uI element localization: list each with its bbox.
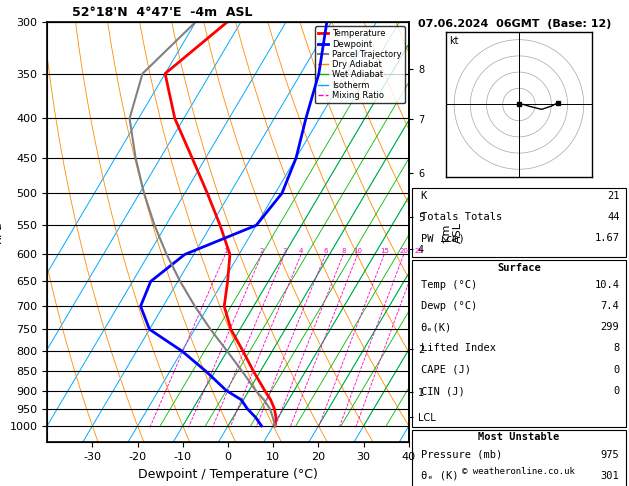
Text: Pressure (mb): Pressure (mb) bbox=[421, 450, 502, 459]
Y-axis label: hPa: hPa bbox=[0, 221, 4, 243]
Text: 2: 2 bbox=[260, 248, 264, 255]
Text: K: K bbox=[421, 191, 427, 201]
Text: 25: 25 bbox=[415, 248, 423, 255]
Bar bbox=[412, 260, 626, 427]
Text: 975: 975 bbox=[601, 450, 620, 459]
Text: 20: 20 bbox=[399, 248, 408, 255]
Text: 15: 15 bbox=[380, 248, 389, 255]
Text: CIN (J): CIN (J) bbox=[421, 386, 464, 396]
Text: 6: 6 bbox=[323, 248, 328, 255]
Text: 3: 3 bbox=[282, 248, 287, 255]
Text: kt: kt bbox=[449, 36, 459, 46]
Text: 1: 1 bbox=[223, 248, 228, 255]
Text: θₑ (K): θₑ (K) bbox=[421, 471, 458, 481]
Text: 4: 4 bbox=[299, 248, 303, 255]
Legend: Temperature, Dewpoint, Parcel Trajectory, Dry Adiabat, Wet Adiabat, Isotherm, Mi: Temperature, Dewpoint, Parcel Trajectory… bbox=[315, 26, 404, 103]
Text: Dewp (°C): Dewp (°C) bbox=[421, 301, 477, 311]
Text: 52°18'N  4°47'E  -4m  ASL: 52°18'N 4°47'E -4m ASL bbox=[72, 6, 253, 19]
Text: Surface: Surface bbox=[497, 262, 541, 273]
Bar bbox=[412, 188, 626, 257]
Text: 8: 8 bbox=[341, 248, 345, 255]
Text: Lifted Index: Lifted Index bbox=[421, 344, 496, 353]
Text: 21: 21 bbox=[607, 191, 620, 201]
Text: 299: 299 bbox=[601, 322, 620, 332]
Text: Totals Totals: Totals Totals bbox=[421, 212, 502, 222]
Text: 0: 0 bbox=[613, 386, 620, 396]
Text: Most Unstable: Most Unstable bbox=[478, 433, 560, 442]
Text: PW (cm): PW (cm) bbox=[421, 233, 464, 243]
Text: CAPE (J): CAPE (J) bbox=[421, 364, 470, 375]
Text: 07.06.2024  06GMT  (Base: 12): 07.06.2024 06GMT (Base: 12) bbox=[418, 19, 611, 29]
Text: 301: 301 bbox=[601, 471, 620, 481]
Text: 0: 0 bbox=[613, 364, 620, 375]
Text: 10.4: 10.4 bbox=[594, 279, 620, 290]
Y-axis label: km
ASL: km ASL bbox=[441, 222, 463, 243]
Text: © weatheronline.co.uk: © weatheronline.co.uk bbox=[462, 467, 576, 476]
Text: 10: 10 bbox=[353, 248, 362, 255]
Text: θₑ(K): θₑ(K) bbox=[421, 322, 452, 332]
Text: 44: 44 bbox=[607, 212, 620, 222]
Text: Temp (°C): Temp (°C) bbox=[421, 279, 477, 290]
Bar bbox=[412, 430, 626, 486]
Text: 7.4: 7.4 bbox=[601, 301, 620, 311]
X-axis label: Dewpoint / Temperature (°C): Dewpoint / Temperature (°C) bbox=[138, 468, 318, 481]
Text: 8: 8 bbox=[613, 344, 620, 353]
Text: 1.67: 1.67 bbox=[594, 233, 620, 243]
